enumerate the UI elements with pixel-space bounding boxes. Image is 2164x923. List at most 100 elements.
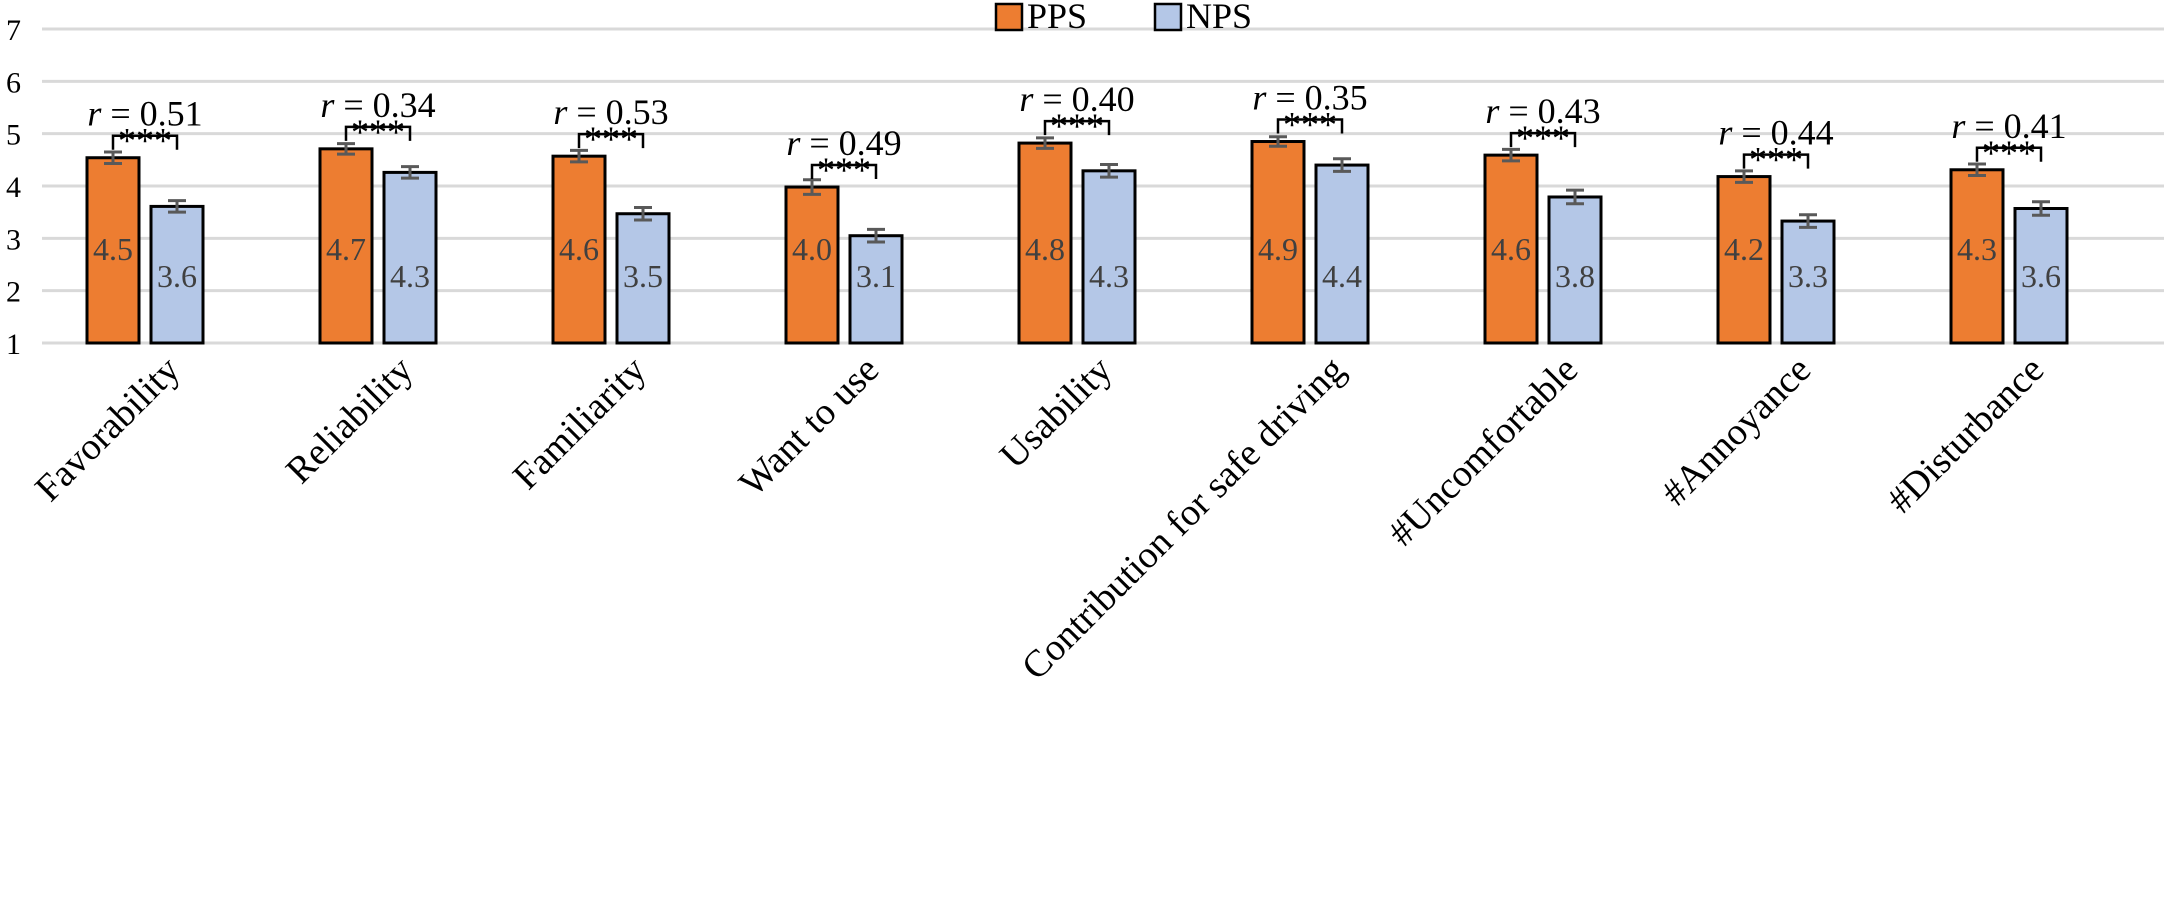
effect-size-value: = 0.51 (101, 94, 202, 134)
significance-stars: *** (351, 112, 405, 152)
data-label-nps: 3.5 (623, 258, 663, 294)
significance-stars: *** (1749, 140, 1803, 180)
significance-bracket (1043, 119, 1111, 136)
bar-nps (615, 212, 671, 345)
effect-size-value: = 0.53 (567, 92, 668, 132)
x-axis-label: Favorability (27, 349, 188, 510)
bar-nps (382, 170, 438, 345)
data-label-nps: 4.4 (1322, 258, 1362, 294)
data-label-pps: 4.2 (1724, 231, 1764, 267)
effect-size-label: r = 0.35 (1252, 78, 1367, 118)
bar-pps (1250, 140, 1306, 345)
data-label-pps: 4.6 (1491, 231, 1531, 267)
data-label-pps: 4.7 (326, 231, 366, 267)
bar-layer: 4.5 3.6 4.7 4.3 4.6 3.5 4.0 3.1 4.8 4.3 4.9 4.4 4.6 3… (85, 135, 2069, 345)
y-tick-label: 6 (6, 66, 21, 99)
significance-stars: *** (118, 121, 172, 161)
effect-size-symbol: r (1485, 91, 1500, 131)
bar-pps (1716, 175, 1772, 345)
y-tick-layer: 1 2 3 4 5 6 7 (6, 14, 21, 361)
bar-pps (1483, 153, 1539, 345)
legend-label-pps: PPS (1027, 0, 1087, 36)
x-axis-label: #Disturbance (1879, 349, 2052, 522)
y-tick-label: 1 (6, 328, 21, 361)
significance-bracket (1742, 153, 1810, 169)
significance-bracket (344, 125, 412, 141)
y-tick-label: 4 (6, 171, 21, 204)
legend-swatch-nps (1153, 2, 1183, 32)
annotation-layer: ***r = 0.51 ***r = 0.34***r = 0.53***r = … (87, 78, 2066, 191)
significance-stars: *** (584, 119, 638, 159)
bar-pps (318, 147, 374, 345)
effect-size-symbol: r (1019, 79, 1034, 119)
data-label-nps: 4.3 (390, 258, 430, 294)
effect-size-symbol: r (1951, 106, 1966, 146)
effect-size-symbol: r (320, 85, 335, 125)
x-axis-label: Reliability (278, 349, 421, 492)
data-label-pps: 4.5 (93, 231, 133, 267)
x-axis-label: Usability (992, 349, 1120, 477)
data-label-pps: 4.3 (1957, 231, 1997, 267)
data-label-pps: 4.0 (792, 231, 832, 267)
x-axis-label: #Uncomfortable (1380, 349, 1586, 555)
effect-size-value: = 0.44 (1732, 113, 1833, 153)
data-label-nps: 3.1 (856, 258, 896, 294)
effect-size-label: r = 0.49 (786, 123, 901, 163)
bar-nps (1780, 219, 1836, 345)
y-tick-label: 7 (6, 14, 21, 47)
bar-pps (85, 156, 141, 345)
y-tick-label: 2 (6, 276, 21, 309)
significance-bracket (1276, 118, 1344, 134)
significance-stars: *** (817, 150, 871, 190)
significance-bracket (1509, 131, 1577, 148)
y-tick-label: 5 (6, 119, 21, 152)
x-axis-label: Want to use (731, 349, 887, 505)
effect-size-symbol: r (553, 92, 568, 132)
significance-bracket (111, 134, 179, 150)
effect-size-label: r = 0.41 (1951, 106, 2066, 146)
significance-stars: *** (1516, 118, 1570, 158)
data-label-nps: 3.6 (2021, 258, 2061, 294)
x-label-layer: Favorability Reliability Familiarity Want t… (27, 349, 2052, 688)
significance-stars: *** (1050, 106, 1104, 146)
data-label-pps: 4.6 (559, 231, 599, 267)
effect-size-value: = 0.41 (1965, 106, 2066, 146)
bar-pps (1949, 168, 2005, 345)
effect-size-symbol: r (87, 94, 102, 134)
effect-size-label: r = 0.43 (1485, 91, 1600, 131)
significance-stars: *** (1283, 105, 1337, 145)
effect-size-label: r = 0.34 (320, 85, 435, 125)
bar-pps (784, 185, 840, 345)
effect-size-label: r = 0.44 (1718, 113, 1833, 153)
legend-label-nps: NPS (1186, 0, 1252, 36)
x-axis-label: #Annoyance (1654, 349, 1819, 514)
effect-size-value: = 0.49 (800, 123, 901, 163)
effect-size-symbol: r (1252, 78, 1267, 118)
effect-size-symbol: r (786, 123, 801, 163)
data-label-nps: 3.8 (1555, 258, 1595, 294)
effect-size-label: r = 0.51 (87, 94, 202, 134)
effect-size-symbol: r (1718, 113, 1733, 153)
significance-stars: *** (1982, 133, 2036, 173)
legend-swatch-pps (994, 2, 1024, 32)
x-axis-label: Familiarity (505, 349, 654, 498)
effect-size-value: = 0.35 (1266, 78, 1367, 118)
effect-size-label: r = 0.40 (1019, 79, 1134, 119)
significance-bracket (577, 132, 645, 149)
effect-size-label: r = 0.53 (553, 92, 668, 132)
y-tick-label: 3 (6, 223, 21, 256)
data-label-pps: 4.8 (1025, 231, 1065, 267)
legend: PPS NPS (994, 0, 1252, 36)
effect-size-value: = 0.43 (1499, 91, 1600, 131)
data-label-pps: 4.9 (1258, 231, 1298, 267)
bar-nps (1081, 169, 1137, 345)
significance-bracket (1975, 146, 2043, 162)
data-label-nps: 3.3 (1788, 258, 1828, 294)
bar-nps (848, 234, 904, 345)
effect-size-value: = 0.34 (334, 85, 435, 125)
effect-size-value: = 0.40 (1033, 79, 1134, 119)
significance-bracket (810, 163, 878, 180)
data-label-nps: 3.6 (157, 258, 197, 294)
data-label-nps: 4.3 (1089, 258, 1129, 294)
